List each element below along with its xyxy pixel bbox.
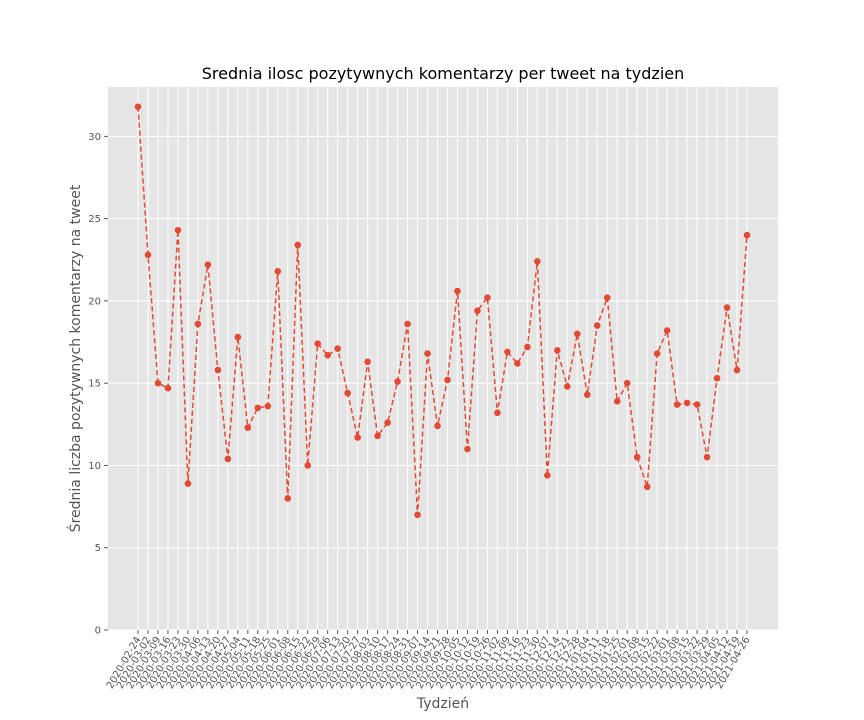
data-point (454, 287, 461, 295)
data-point (484, 294, 491, 301)
data-point (713, 374, 721, 382)
data-point (723, 304, 731, 311)
y-tick-label: 25 (88, 214, 101, 225)
data-point (683, 399, 691, 407)
data-point (174, 226, 182, 234)
data-point (134, 103, 142, 111)
data-point (544, 472, 551, 479)
data-point (154, 379, 162, 387)
data-point (633, 453, 641, 461)
data-point (653, 350, 661, 357)
data-point (703, 453, 711, 461)
data-point (364, 358, 371, 366)
data-point (563, 383, 571, 390)
y-axis: 0 5 10 15 20 25 30 (88, 132, 108, 637)
data-point (573, 330, 581, 338)
y-tick-label: 15 (88, 379, 101, 390)
data-point (274, 267, 282, 275)
y-tick-label: 30 (88, 132, 101, 143)
data-point (514, 360, 521, 367)
y-tick-label: 5 (95, 543, 101, 554)
data-point (224, 455, 232, 463)
data-point (743, 231, 751, 239)
data-point (404, 320, 411, 328)
chart-title: Srednia ilosc pozytywnych komentarzy per… (202, 64, 685, 83)
data-point (524, 343, 531, 351)
y-tick-label: 0 (95, 626, 101, 637)
grid (108, 87, 778, 631)
data-point (603, 294, 611, 301)
data-point (434, 422, 441, 430)
data-point (244, 424, 252, 431)
data-point (673, 401, 681, 408)
data-point (204, 261, 212, 269)
series-line (137, 106, 748, 515)
data-point (424, 350, 431, 357)
data-point (374, 432, 381, 440)
data-point (554, 346, 561, 354)
data-point (344, 389, 351, 397)
x-axis: 2020-02-242020-03-022020-03-092020-03-16… (105, 630, 753, 691)
data-point (394, 378, 401, 385)
data-point (663, 327, 671, 334)
series-layer (134, 103, 751, 519)
data-point (354, 434, 361, 441)
data-point (194, 320, 202, 328)
data-point (304, 462, 312, 469)
y-tick-label: 20 (88, 296, 101, 307)
data-point (214, 366, 222, 374)
data-point (184, 480, 192, 487)
data-point (414, 511, 421, 519)
data-point (693, 401, 701, 408)
y-tick-label: 10 (88, 461, 101, 472)
data-point (264, 402, 272, 410)
data-point (234, 333, 242, 341)
data-point (144, 251, 152, 259)
data-point (254, 404, 262, 412)
data-point (504, 348, 511, 356)
data-point (474, 307, 481, 315)
data-point (314, 340, 322, 347)
data-point (294, 241, 302, 249)
data-point (164, 384, 172, 392)
data-point (623, 379, 631, 387)
data-point (593, 322, 601, 329)
data-point (613, 397, 621, 405)
data-point (534, 258, 541, 265)
data-point (494, 409, 501, 417)
data-point (334, 345, 341, 352)
data-point (733, 366, 741, 374)
data-point (444, 376, 451, 384)
x-axis-label: Tydzień (416, 696, 469, 712)
data-point (464, 445, 471, 453)
data-point (284, 495, 292, 502)
plot-area (108, 87, 778, 630)
y-axis-label: Średnia liczba pozytywnych komentarzy na… (66, 184, 84, 532)
data-point (643, 483, 651, 491)
data-point (583, 391, 591, 399)
data-point (324, 351, 331, 359)
data-point (384, 419, 391, 426)
